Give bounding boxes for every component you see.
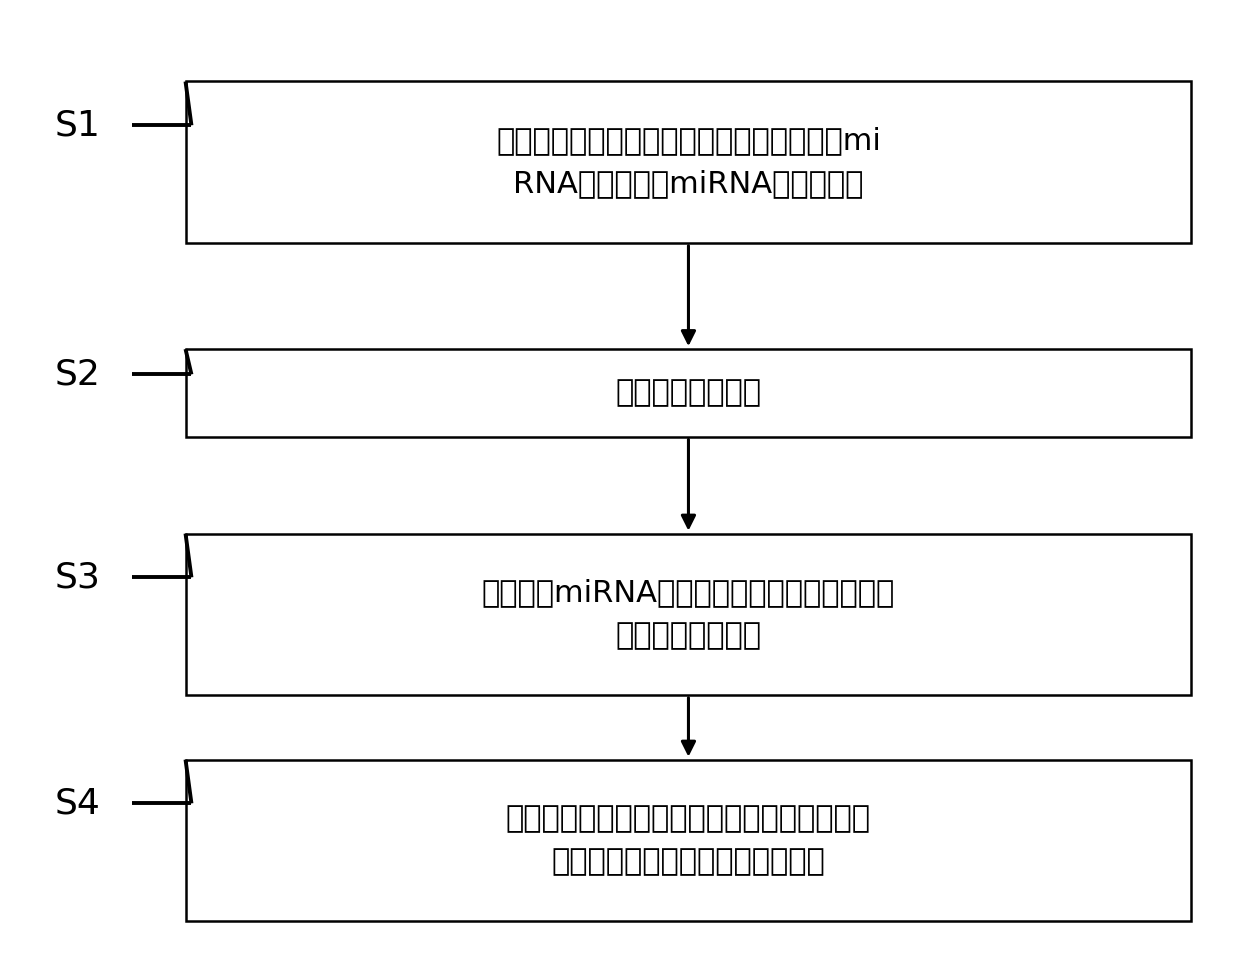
Text: 获取疾病类别信息: 获取疾病类别信息 <box>615 379 761 407</box>
FancyBboxPatch shape <box>186 82 1192 243</box>
Text: S1: S1 <box>55 109 100 142</box>
Text: 计算所述miRNA功能类信息与所述疾病类别信
息之间的类间距离: 计算所述miRNA功能类信息与所述疾病类别信 息之间的类间距离 <box>482 579 895 651</box>
FancyBboxPatch shape <box>186 349 1192 436</box>
FancyBboxPatch shape <box>186 759 1192 921</box>
Text: 根据所述类间距离构建复合网络，并生成与所
述目标疾病相对应的疾病关系信息: 根据所述类间距离构建复合网络，并生成与所 述目标疾病相对应的疾病关系信息 <box>506 804 870 876</box>
Text: S2: S2 <box>55 357 100 391</box>
Text: S3: S3 <box>55 560 100 594</box>
Text: 根据患有目标疾病的患者和正常对照人群的mi
RNA表达，构建miRNA功能类信息: 根据患有目标疾病的患者和正常对照人群的mi RNA表达，构建miRNA功能类信息 <box>496 126 880 198</box>
FancyBboxPatch shape <box>186 533 1192 695</box>
Text: S4: S4 <box>55 786 100 821</box>
